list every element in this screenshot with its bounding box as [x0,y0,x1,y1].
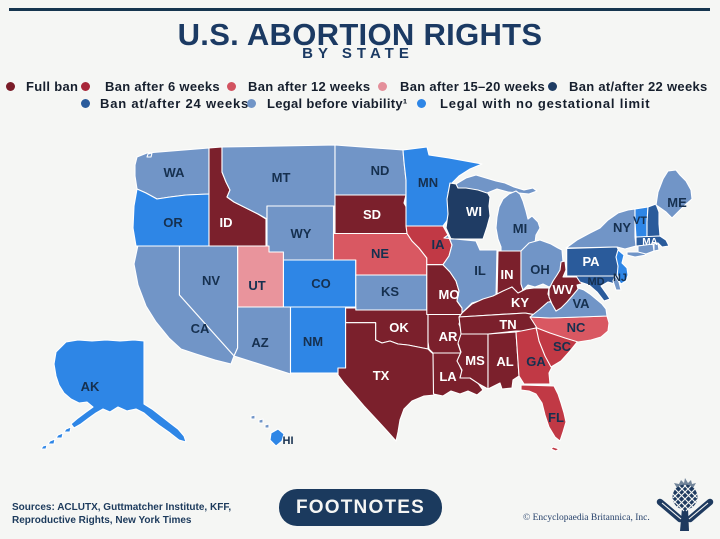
svg-text:WI: WI [466,204,482,219]
svg-text:FL: FL [548,410,564,425]
svg-text:MT: MT [272,170,291,185]
svg-text:TX: TX [373,368,390,383]
svg-text:IL: IL [474,263,486,278]
svg-text:VT: VT [633,215,647,227]
svg-text:CA: CA [191,321,210,336]
svg-text:SD: SD [363,207,381,222]
svg-text:UT: UT [248,278,265,293]
svg-text:PA: PA [582,254,600,269]
svg-text:IA: IA [432,237,446,252]
svg-text:NE: NE [371,246,389,261]
svg-text:KY: KY [511,295,529,310]
svg-text:MO: MO [439,287,460,302]
svg-text:MA: MA [642,237,658,248]
svg-text:MN: MN [418,175,438,190]
svg-text:ID: ID [220,215,233,230]
svg-text:WY: WY [291,226,312,241]
svg-text:OR: OR [163,215,183,230]
svg-text:WA: WA [164,165,186,180]
svg-text:WV: WV [553,282,574,297]
svg-text:IN: IN [501,267,514,282]
svg-text:ME: ME [667,195,687,210]
svg-text:NJ: NJ [613,272,627,284]
svg-text:ND: ND [371,163,390,178]
svg-text:OH: OH [530,262,550,277]
svg-text:NV: NV [202,273,220,288]
svg-text:SC: SC [553,339,572,354]
svg-text:HI: HI [283,435,294,447]
svg-text:NM: NM [303,334,323,349]
svg-text:VA: VA [572,296,590,311]
svg-text:GA: GA [526,354,546,369]
svg-text:NY: NY [613,220,631,235]
svg-text:CO: CO [311,276,331,291]
svg-text:OK: OK [389,320,409,335]
svg-text:AK: AK [81,379,100,394]
svg-text:MI: MI [513,221,527,236]
svg-text:MS: MS [465,353,485,368]
svg-text:MD: MD [587,276,604,288]
svg-text:NC: NC [567,320,586,335]
svg-text:TN: TN [499,317,516,332]
svg-text:AR: AR [439,329,458,344]
svg-text:AL: AL [496,354,513,369]
svg-text:LA: LA [439,369,457,384]
svg-text:AZ: AZ [251,335,268,350]
svg-text:KS: KS [381,284,399,299]
